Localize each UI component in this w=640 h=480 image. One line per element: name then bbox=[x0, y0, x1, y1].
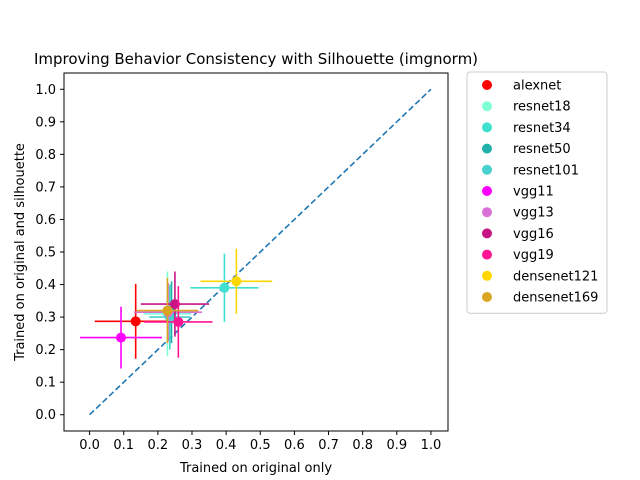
data-point bbox=[231, 276, 242, 287]
data-point bbox=[173, 316, 184, 327]
y-tick-label: 0.2 bbox=[35, 343, 56, 358]
x-tick-label: 0.6 bbox=[284, 438, 305, 453]
legend-label: alexnet bbox=[513, 79, 561, 94]
y-tick-label: 0.5 bbox=[35, 246, 56, 261]
legend-label: vgg19 bbox=[513, 248, 554, 263]
legend-item-densenet121: densenet121 bbox=[482, 269, 598, 284]
series-resnet34 bbox=[190, 253, 259, 322]
legend-marker bbox=[482, 80, 492, 90]
legend-frame bbox=[466, 71, 608, 314]
legend-item-vgg11: vgg11 bbox=[482, 185, 554, 200]
x-tick-label: 0.2 bbox=[148, 438, 169, 453]
legend-item-vgg13: vgg13 bbox=[482, 206, 554, 221]
y-tick-label: 0.3 bbox=[35, 311, 56, 326]
legend-label: vgg13 bbox=[513, 206, 554, 221]
legend-label: resnet101 bbox=[513, 163, 579, 178]
series-vgg16 bbox=[140, 271, 210, 337]
x-tick-label: 0.0 bbox=[79, 438, 100, 453]
x-axis-label: Trained on original only bbox=[179, 461, 332, 476]
y-tick-label: 1.0 bbox=[35, 83, 56, 98]
data-point bbox=[169, 299, 180, 310]
x-tick-label: 0.5 bbox=[250, 438, 271, 453]
legend-label: vgg16 bbox=[513, 227, 554, 242]
legend-item-densenet169: densenet169 bbox=[482, 291, 598, 306]
legend-marker bbox=[482, 186, 492, 196]
data-point bbox=[219, 282, 230, 293]
identity-reference-line bbox=[89, 88, 432, 416]
legend-marker bbox=[482, 292, 492, 302]
legend-item-alexnet: alexnet bbox=[482, 79, 561, 94]
legend-label: resnet50 bbox=[513, 142, 571, 157]
legend-label: densenet121 bbox=[513, 269, 598, 284]
series-densenet169 bbox=[136, 278, 199, 344]
y-tick-label: 0.8 bbox=[35, 148, 56, 163]
legend-marker bbox=[482, 101, 492, 112]
data-point bbox=[130, 316, 141, 327]
x-tick-label: 0.8 bbox=[352, 438, 373, 453]
series-vgg11 bbox=[80, 306, 162, 369]
y-tick-label: 0.0 bbox=[35, 408, 56, 423]
legend-marker bbox=[482, 207, 492, 218]
data-point bbox=[116, 332, 127, 343]
y-tick-label: 0.9 bbox=[35, 115, 56, 130]
y-tick-label: 0.1 bbox=[35, 376, 56, 391]
legend-marker bbox=[482, 122, 492, 133]
legend-marker bbox=[482, 270, 492, 281]
legend-label: vgg11 bbox=[513, 185, 554, 200]
legend-item-resnet34: resnet34 bbox=[482, 121, 571, 136]
legend-marker bbox=[482, 249, 492, 260]
y-axis-ticks: 0.0 0.1 0.2 0.3 0.4 0.5 0.6 0.7 0.8 0.9 1.0 bbox=[35, 83, 64, 423]
legend-item-resnet101: resnet101 bbox=[482, 163, 579, 178]
series-vgg19 bbox=[144, 286, 213, 358]
legend: alexnet resnet18 resnet34 resnet50 resnet101… bbox=[466, 71, 608, 314]
x-tick-label: 0.7 bbox=[318, 438, 339, 453]
legend-label: resnet18 bbox=[513, 100, 571, 115]
x-tick-label: 1.0 bbox=[421, 438, 442, 453]
legend-item-resnet18: resnet18 bbox=[482, 100, 571, 115]
y-tick-label: 0.7 bbox=[35, 180, 56, 195]
legend-item-vgg16: vgg16 bbox=[482, 227, 554, 242]
chart-title: Improving Behavior Consistency with Silh… bbox=[34, 50, 478, 68]
x-axis-ticks: 0.0 0.1 0.2 0.3 0.4 0.5 0.6 0.7 0.8 0.9 1.0 bbox=[79, 431, 441, 453]
x-tick-label: 0.9 bbox=[386, 438, 407, 453]
legend-label: resnet34 bbox=[513, 121, 571, 136]
axes-frame bbox=[63, 72, 449, 432]
x-tick-label: 0.1 bbox=[113, 438, 134, 453]
legend-item-vgg19: vgg19 bbox=[482, 248, 554, 263]
y-tick-label: 0.4 bbox=[35, 278, 56, 293]
legend-item-resnet50: resnet50 bbox=[482, 142, 571, 157]
legend-marker bbox=[482, 164, 492, 175]
y-tick-label: 0.6 bbox=[35, 213, 56, 228]
x-tick-label: 0.4 bbox=[216, 438, 237, 453]
legend-label: densenet169 bbox=[513, 291, 598, 306]
y-axis-label: Trained on original and silhouette bbox=[13, 143, 28, 362]
x-tick-label: 0.3 bbox=[182, 438, 203, 453]
series-densenet121 bbox=[200, 248, 273, 314]
legend-marker bbox=[482, 143, 492, 154]
series-resnet101 bbox=[149, 284, 191, 350]
plot-area bbox=[80, 88, 432, 416]
data-point bbox=[162, 305, 173, 316]
legend-marker bbox=[482, 228, 492, 239]
